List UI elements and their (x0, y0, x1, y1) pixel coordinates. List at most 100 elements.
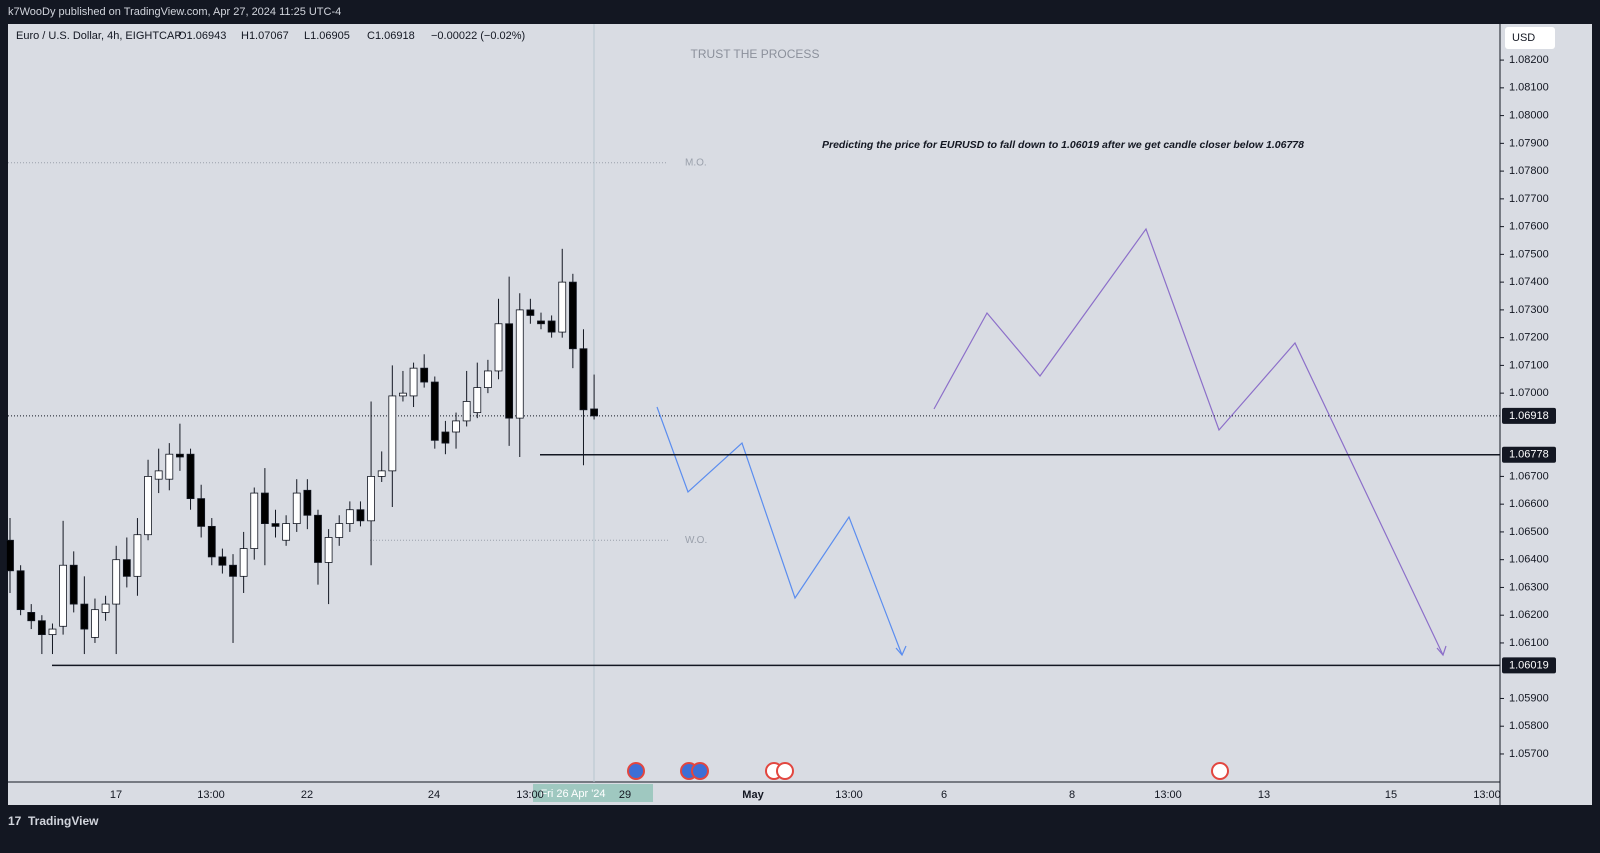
projection-path (656, 406, 903, 656)
candle-body (260, 492, 269, 524)
level-label: W.O. (685, 535, 707, 546)
candle-body (590, 408, 598, 417)
candle-body (250, 492, 259, 549)
y-tick-label: 1.07600 (1509, 221, 1549, 233)
candle-body (579, 348, 588, 411)
candle-body (515, 309, 524, 419)
symbol: Euro / U.S. Dollar, 4h, EIGHTCAP (16, 30, 182, 42)
ohlc-value: C1.06918 (367, 30, 415, 42)
candle-body (101, 603, 110, 613)
candle-body (37, 620, 46, 636)
candle-body (399, 392, 407, 397)
y-tick-label: 1.05800 (1509, 720, 1549, 732)
candle-body (430, 381, 439, 441)
y-tick-label: 1.07400 (1509, 276, 1549, 288)
publisher: k7WooDy published on TradingView.com, Ap… (8, 6, 341, 18)
candle-body (282, 523, 291, 541)
y-tick-label: 1.08200 (1509, 54, 1549, 66)
candle-body (165, 453, 174, 480)
projection-arrow (895, 645, 907, 657)
candle-body (568, 281, 577, 350)
candle-body (537, 320, 545, 325)
candle-body (526, 309, 535, 316)
y-tick-label: 1.07800 (1509, 165, 1549, 177)
projection-arrow (1436, 645, 1447, 657)
candle-body (335, 523, 344, 538)
price-tag-label: 1.06918 (1509, 410, 1549, 422)
candle-body (377, 470, 386, 477)
candle-body (59, 564, 67, 627)
candle-body (122, 559, 131, 577)
price-tag-label: 1.06778 (1509, 449, 1549, 461)
candle-body (547, 320, 556, 333)
candle-body (133, 534, 142, 577)
candle-body (462, 401, 471, 422)
candle-body (292, 492, 301, 524)
candle-body (314, 514, 322, 563)
y-tick-label: 1.06100 (1509, 637, 1549, 649)
candle-body (441, 431, 450, 444)
y-tick-label: 1.07100 (1509, 359, 1549, 371)
candle-body (356, 509, 365, 522)
y-tick-label: 1.07900 (1509, 137, 1549, 149)
x-tick-label: 13:00 (516, 789, 544, 801)
ohlc-value: H1.07067 (241, 30, 289, 42)
candle-body (505, 323, 514, 419)
event-icon[interactable] (776, 762, 794, 780)
level-label: M.O. (685, 157, 707, 168)
y-tick-label: 1.07500 (1509, 248, 1549, 260)
x-tick-label: 15 (1385, 789, 1397, 801)
chart-area (8, 24, 1592, 805)
watermark: TRUST THE PROCESS (691, 47, 820, 61)
x-tick-label: 13:00 (1154, 789, 1182, 801)
candle-body (452, 420, 460, 433)
y-tick-label: 1.07200 (1509, 332, 1549, 344)
candle-body (176, 453, 184, 458)
candle-body (303, 489, 312, 516)
candle-body (229, 564, 237, 577)
y-tick-label: 1.06400 (1509, 554, 1549, 566)
candle-body (6, 539, 14, 572)
y-tick-label: 1.08000 (1509, 109, 1549, 121)
x-tick-label: May (742, 789, 764, 801)
candle-body (473, 387, 482, 413)
x-tick-label: 22 (301, 789, 313, 801)
y-tick-label: 1.07700 (1509, 193, 1549, 205)
currency-box[interactable] (1505, 27, 1555, 49)
footer-brand: TradingView (28, 814, 99, 828)
event-icon[interactable] (627, 762, 645, 780)
projection-path (933, 227, 1444, 656)
candle-body (409, 367, 418, 397)
y-tick-label: 1.05700 (1509, 748, 1549, 760)
x-tick-label: 17 (110, 789, 122, 801)
event-icon[interactable] (691, 762, 709, 780)
candle-body (345, 509, 354, 524)
candle-body (154, 470, 163, 480)
candle-body (207, 525, 216, 558)
candle-body (186, 453, 195, 500)
x-tick-label: 8 (1069, 789, 1075, 801)
price-tag (1502, 446, 1556, 463)
currency[interactable]: USD (1512, 32, 1535, 44)
footer-logo: 17 (8, 814, 22, 828)
x-tick-label: 13:00 (1473, 789, 1501, 801)
x-tick-label: 13:00 (197, 789, 225, 801)
price-tag (1502, 407, 1556, 424)
event-icons (627, 762, 1229, 780)
candle-body (69, 564, 78, 605)
candle-body (48, 628, 57, 636)
ohlc-value: O1.06943 (178, 30, 226, 42)
y-tick-label: 1.07000 (1509, 387, 1549, 399)
ohlc-value: L1.06905 (304, 30, 350, 42)
x-tick-label: 13:00 (835, 789, 863, 801)
y-tick-label: 1.05900 (1509, 692, 1549, 704)
y-tick-label: 1.06300 (1509, 581, 1549, 593)
y-tick-label: 1.06200 (1509, 609, 1549, 621)
event-icon[interactable] (1211, 762, 1229, 780)
candle-body (144, 476, 152, 536)
crosshair-label: Fri 26 Apr '24 (540, 788, 605, 800)
y-tick-label: 1.06500 (1509, 526, 1549, 538)
candle-body (367, 476, 375, 522)
